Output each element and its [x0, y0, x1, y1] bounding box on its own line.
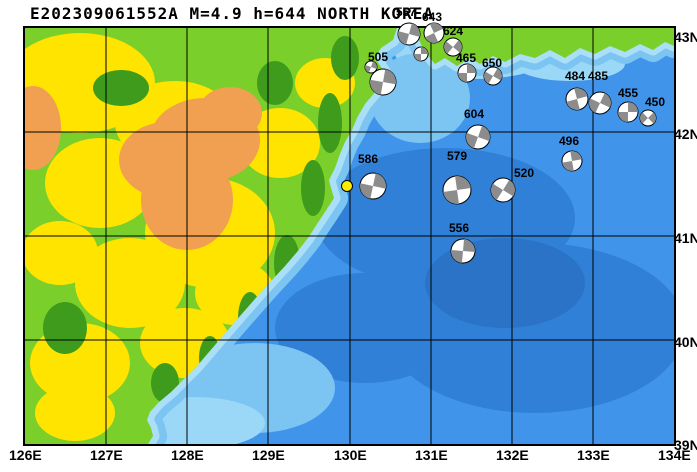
lat-tick-label: 39N: [674, 437, 697, 453]
focal-mechanism-icon: [413, 46, 429, 62]
lon-tick-label: 132E: [496, 447, 529, 463]
event-depth-label: 579: [447, 149, 468, 163]
event-depth-label: 485: [588, 69, 609, 83]
focal-mechanism-icon: [565, 87, 589, 111]
focal-mechanism-icon: [588, 91, 612, 115]
focal-mechanism-icon: [359, 172, 387, 200]
focal-mechanism-icon: [639, 109, 657, 127]
event-depth-label: 643: [422, 10, 443, 24]
lon-tick-label: 131E: [415, 447, 448, 463]
focal-mechanism-icon: [397, 22, 421, 46]
event-depth-label: 496: [559, 134, 580, 148]
event-depth-label: 556: [449, 221, 470, 235]
event-depth-label: 484: [565, 69, 586, 83]
lon-tick-label: 130E: [334, 447, 367, 463]
event-depth-label: 505: [368, 50, 389, 64]
event-depth-label: 455: [618, 86, 639, 100]
event-depth-label: 604: [464, 107, 485, 121]
focal-mechanism-icon: [457, 63, 477, 83]
focal-mechanism-icon: [465, 124, 491, 150]
lon-tick-label: 126E: [9, 447, 42, 463]
lat-tick-label: 41N: [674, 230, 697, 246]
northeast-coast-landmass: [415, 28, 674, 66]
focal-mechanism-icon: [450, 238, 476, 264]
lon-tick-label: 133E: [577, 447, 610, 463]
focal-mechanism-icon: [561, 150, 583, 172]
lat-tick-label: 40N: [674, 334, 697, 350]
event-depth-label: 450: [645, 95, 666, 109]
event-depth-label: 520: [514, 166, 535, 180]
focal-mechanism-icon: [423, 22, 445, 44]
focal-mechanism-icon: [443, 37, 463, 57]
lon-tick-label: 128E: [171, 447, 204, 463]
epicenter-marker: [341, 180, 353, 192]
mid-elevation-yellow: [25, 33, 355, 441]
focal-mechanism-icon: [617, 101, 639, 123]
event-depth-label: 650: [482, 56, 503, 70]
degree-grid: [25, 28, 674, 444]
lon-tick-label: 129E: [252, 447, 285, 463]
focal-mechanism-icon: [483, 66, 503, 86]
lon-tick-label: 134E: [658, 447, 691, 463]
event-depth-label: 624: [443, 24, 464, 38]
focal-mechanism-icon: [490, 177, 516, 203]
focal-mechanism-icon: [364, 60, 378, 74]
lon-tick-label: 127E: [90, 447, 123, 463]
focal-mechanism-icon: [442, 175, 472, 205]
lat-tick-label: 43N: [674, 29, 697, 45]
event-depth-label: 557: [396, 5, 417, 19]
map-title: E202309061552A M=4.9 h=644 NORTH KOREA: [30, 4, 435, 23]
lat-tick-label: 42N: [674, 126, 697, 142]
event-depth-label: 465: [456, 51, 477, 65]
event-depth-label: 586: [358, 152, 379, 166]
focal-mechanism-icon: [369, 68, 397, 96]
